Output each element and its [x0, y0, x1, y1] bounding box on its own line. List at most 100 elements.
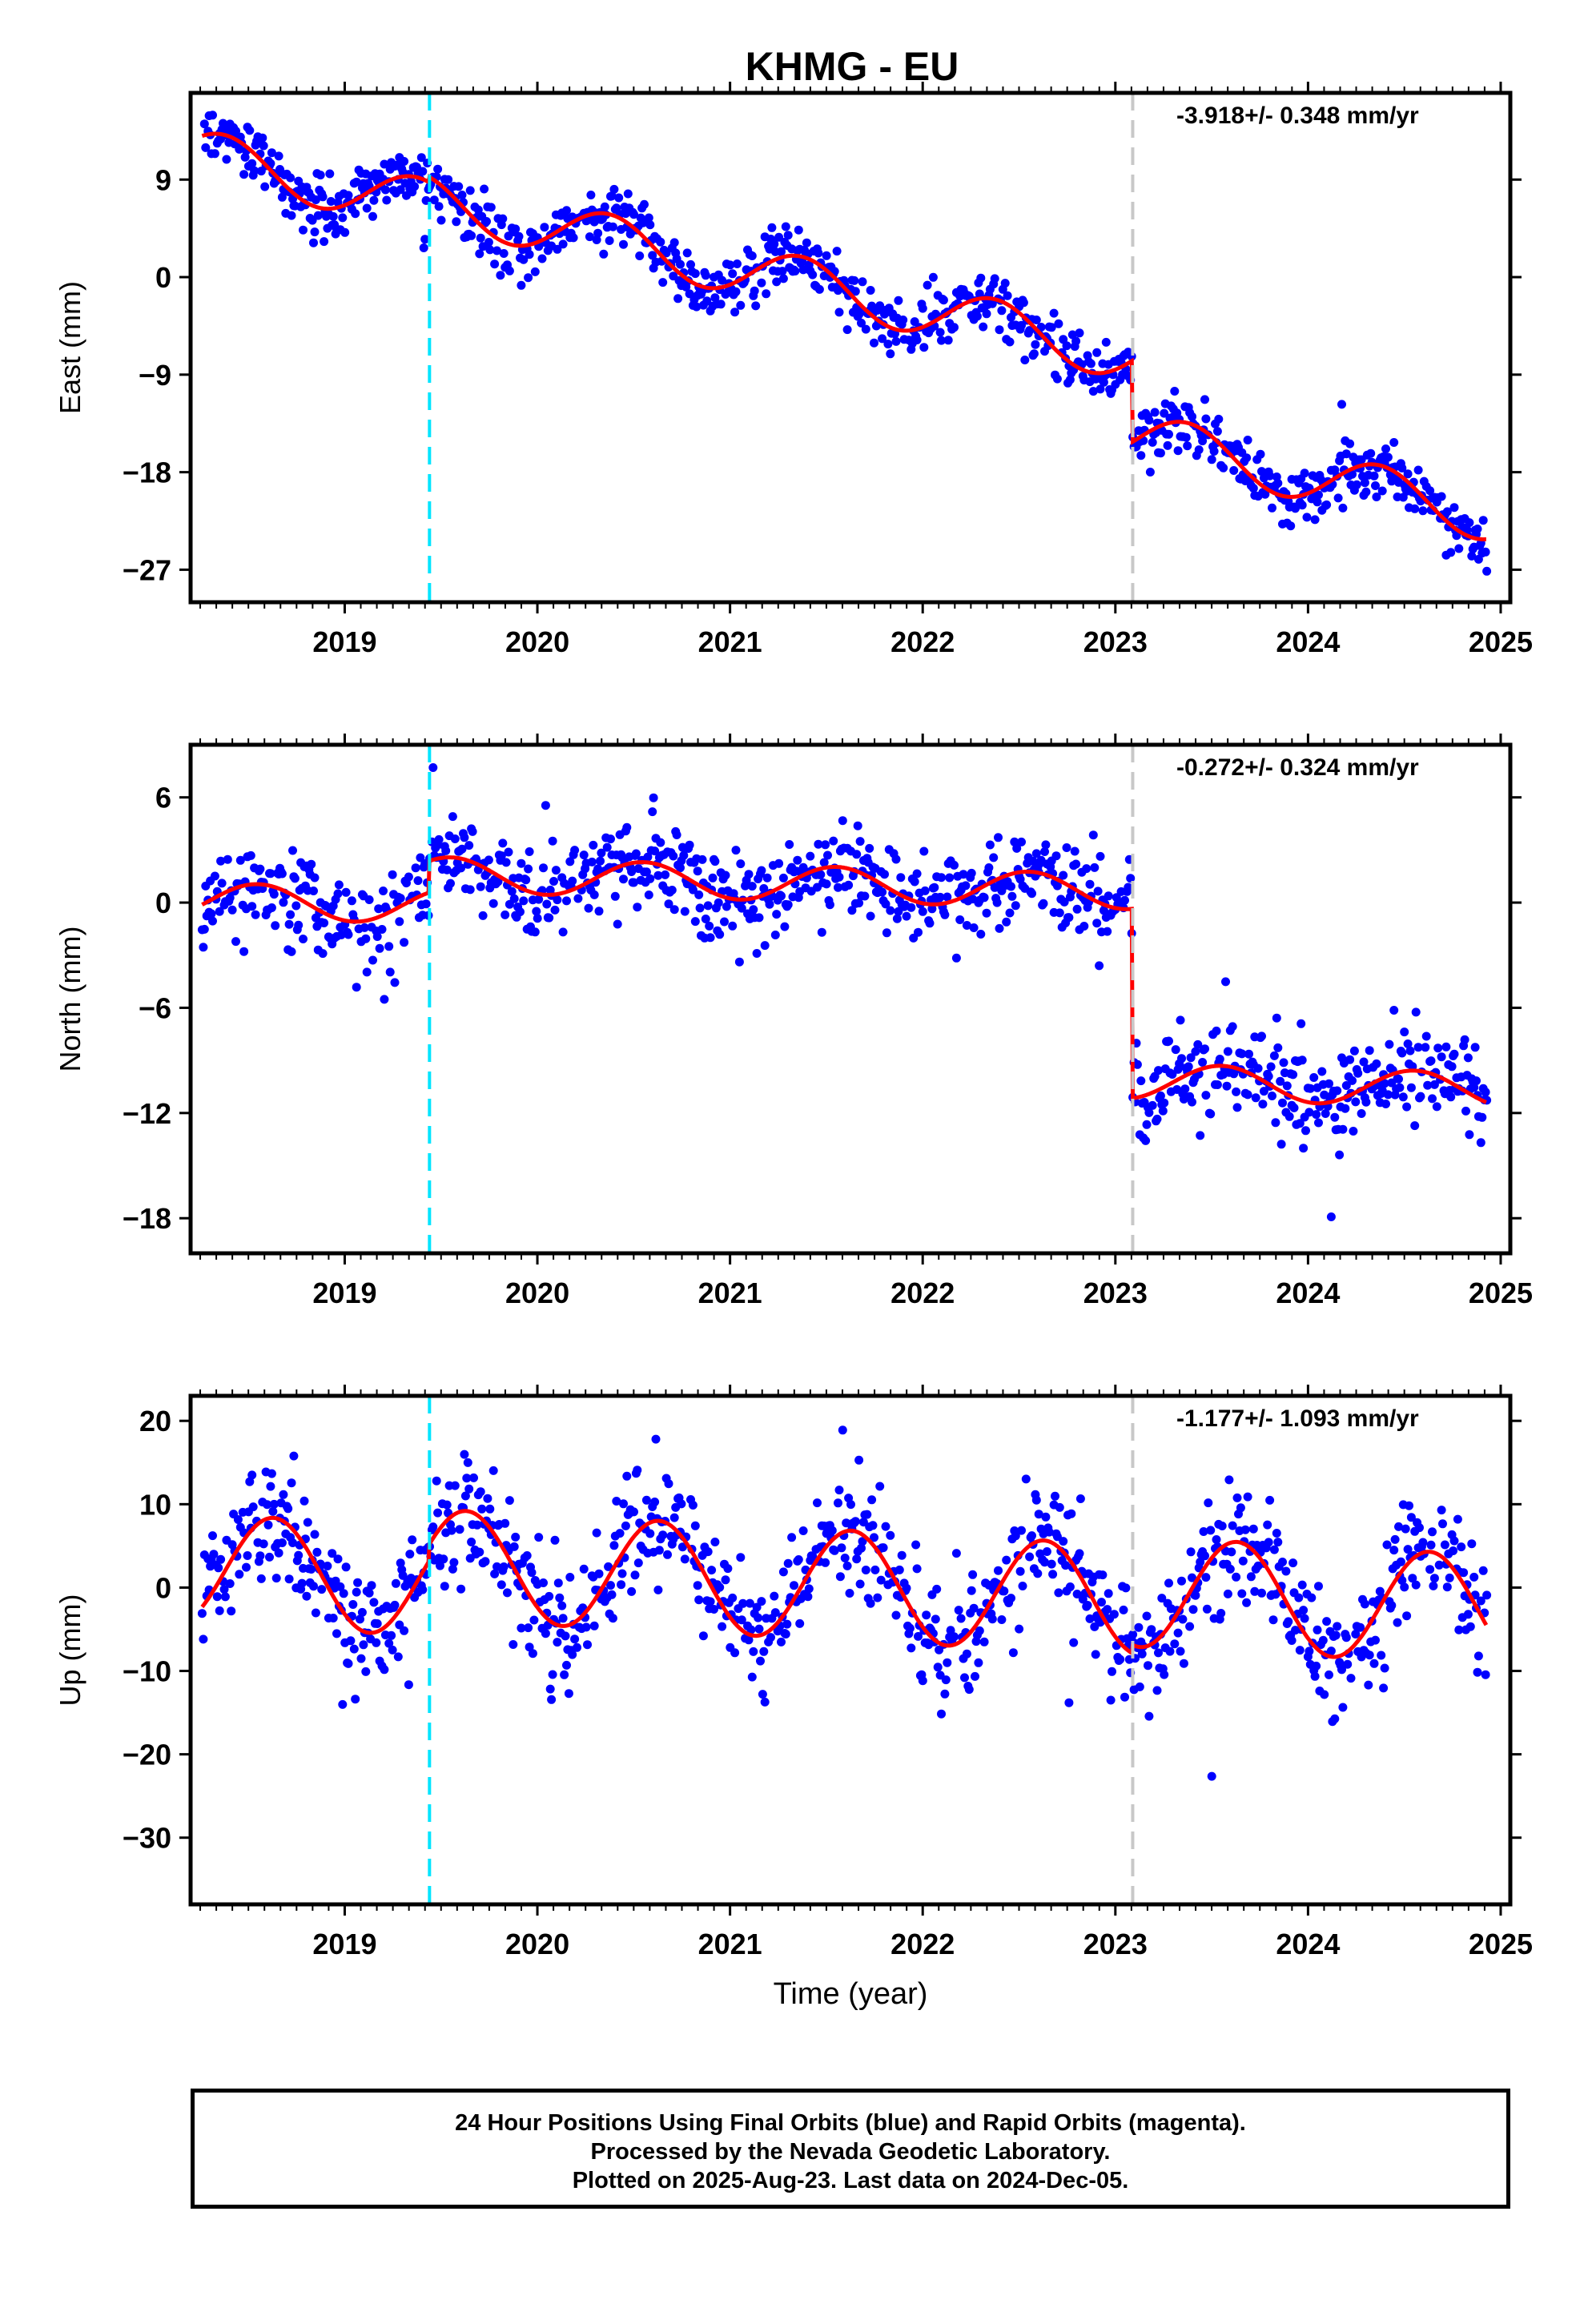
data-point	[1305, 1084, 1315, 1093]
data-point	[1212, 427, 1222, 436]
data-point	[710, 1538, 720, 1546]
data-point	[379, 887, 388, 895]
data-point	[1047, 323, 1056, 332]
data-point	[519, 896, 529, 906]
data-point	[1465, 1622, 1475, 1631]
data-point	[1449, 1049, 1459, 1059]
data-point	[1313, 1625, 1322, 1634]
data-point	[564, 1689, 573, 1699]
data-point	[1325, 1670, 1333, 1679]
data-point	[1476, 1596, 1485, 1606]
data-point	[640, 199, 649, 209]
data-point	[1181, 432, 1191, 442]
data-point	[1278, 1558, 1287, 1566]
data-point	[1092, 348, 1102, 357]
data-point	[462, 1474, 472, 1483]
data-point	[1238, 1556, 1248, 1566]
data-point	[979, 1637, 989, 1647]
data-point	[875, 1482, 885, 1491]
data-point	[1273, 1538, 1283, 1547]
data-point	[1405, 1046, 1415, 1055]
data-point	[1272, 1529, 1281, 1538]
x-tick-label: 2023	[1083, 1928, 1148, 1960]
data-point	[1337, 1665, 1346, 1675]
data-point	[866, 286, 875, 295]
data-point	[540, 223, 549, 232]
data-point	[1186, 1053, 1196, 1063]
data-point	[946, 1626, 955, 1635]
data-point	[822, 251, 831, 260]
data-point	[338, 1699, 348, 1709]
data-point	[682, 248, 692, 258]
data-point	[311, 195, 320, 204]
data-point	[891, 336, 901, 346]
data-point	[1160, 1098, 1169, 1108]
data-point	[517, 858, 526, 868]
data-point	[404, 872, 413, 882]
data-point	[396, 1558, 405, 1568]
data-point	[460, 833, 469, 842]
data-point	[1403, 469, 1413, 479]
data-point	[774, 232, 784, 242]
data-point	[1390, 1534, 1400, 1544]
data-point	[736, 300, 746, 310]
data-point	[1441, 1042, 1451, 1051]
data-point	[1176, 1647, 1185, 1656]
data-point	[242, 1562, 251, 1572]
data-point	[703, 1547, 713, 1557]
data-point	[557, 1601, 567, 1610]
data-point	[995, 325, 1004, 335]
data-point	[1481, 1670, 1490, 1679]
data-point	[798, 265, 808, 275]
data-point	[1314, 1582, 1323, 1591]
plot-frame	[188, 742, 1513, 1256]
data-point	[277, 869, 287, 879]
data-point	[388, 1645, 397, 1655]
data-point	[685, 840, 694, 850]
data-point	[912, 869, 922, 879]
data-point	[579, 1564, 589, 1574]
data-point	[737, 903, 746, 913]
data-point	[1152, 1114, 1162, 1124]
data-point	[891, 854, 901, 864]
data-point	[477, 1504, 487, 1514]
data-point	[1184, 1062, 1193, 1072]
data-point	[985, 840, 995, 850]
data-point	[271, 921, 280, 931]
data-point	[309, 1582, 318, 1591]
data-point	[592, 1528, 601, 1538]
data-point	[1400, 1027, 1409, 1037]
data-point	[1481, 1088, 1490, 1097]
data-point	[1305, 1108, 1314, 1117]
data-point	[550, 1535, 560, 1545]
data-point	[1394, 1522, 1403, 1531]
data-point	[1281, 1566, 1291, 1576]
rate-annotation: -1.177+/- 1.093 mm/yr	[1176, 1405, 1419, 1432]
data-point	[778, 873, 788, 883]
data-point	[1395, 1083, 1405, 1092]
data-point	[1268, 1092, 1276, 1100]
data-point	[736, 859, 746, 869]
data-point	[749, 905, 758, 915]
data-point	[1314, 490, 1323, 500]
data-point	[1473, 525, 1482, 533]
data-point	[294, 920, 304, 930]
data-point	[1015, 875, 1025, 884]
data-point	[1454, 544, 1464, 553]
x-tick-label: 2024	[1276, 1928, 1340, 1960]
data-point	[1341, 1081, 1351, 1090]
data-point	[1467, 551, 1477, 561]
data-point	[1299, 1606, 1309, 1615]
data-point	[1382, 1540, 1392, 1550]
data-point	[928, 272, 938, 282]
data-point	[1259, 1087, 1268, 1096]
data-point	[269, 890, 279, 899]
data-point	[1031, 340, 1040, 349]
data-point	[434, 202, 444, 211]
data-point	[737, 1615, 746, 1625]
data-point	[1393, 1618, 1402, 1627]
data-point	[1272, 1013, 1281, 1023]
data-point	[794, 1555, 803, 1564]
data-point	[581, 1622, 591, 1632]
data-point	[344, 1659, 353, 1668]
